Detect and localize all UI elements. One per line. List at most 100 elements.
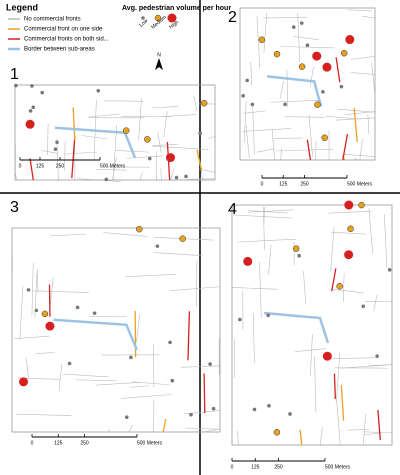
map-layers: 1 0 125 250 500 Meters 2 0 125 250 500 Meters 3 0 12…	[10, 7, 393, 470]
street	[31, 262, 34, 316]
legend-item: Commercial fronts on both sid...	[24, 37, 109, 43]
count-point-medium	[358, 201, 365, 209]
area-outline	[11, 227, 221, 433]
street	[151, 144, 178, 146]
street	[308, 114, 313, 158]
street	[193, 96, 198, 112]
street	[335, 352, 341, 406]
count-point-low	[387, 268, 392, 272]
street	[89, 113, 120, 118]
street	[208, 136, 216, 139]
street	[263, 17, 308, 19]
street	[154, 252, 203, 257]
commercial-street	[335, 57, 341, 83]
street	[157, 132, 162, 153]
street	[383, 214, 388, 268]
north-label: N	[157, 52, 161, 58]
street	[368, 208, 373, 254]
commercial-street	[353, 108, 358, 143]
area-outline	[239, 7, 376, 161]
street	[371, 62, 375, 93]
street	[103, 232, 148, 237]
count-point-low	[321, 90, 325, 94]
street	[247, 209, 294, 213]
count-point-medium	[122, 127, 130, 134]
street	[263, 12, 268, 53]
count-point-low	[241, 93, 245, 98]
street	[336, 405, 341, 446]
street	[271, 129, 275, 161]
street	[161, 114, 197, 118]
street	[125, 273, 176, 278]
street	[309, 66, 314, 88]
street	[64, 140, 66, 171]
scale-label: 500 Meters	[137, 440, 163, 446]
commercial-street	[71, 136, 76, 179]
street	[286, 69, 288, 108]
count-point-high	[344, 250, 354, 260]
street	[96, 382, 140, 386]
street	[128, 425, 133, 433]
street	[187, 178, 216, 180]
street	[126, 155, 164, 159]
scale-label: 250	[274, 464, 283, 470]
street	[279, 81, 284, 99]
count-point-low	[53, 147, 58, 151]
street	[284, 116, 325, 118]
street	[297, 13, 301, 63]
count-point-low	[34, 308, 39, 313]
legend-item: Commercial front on one side	[24, 27, 103, 33]
count-point-low	[129, 355, 133, 360]
count-point-low	[339, 84, 344, 89]
map-panel: 1 0 125 250 500 Meters	[10, 66, 216, 182]
street	[58, 363, 63, 392]
street	[232, 287, 278, 290]
count-point-high	[243, 256, 253, 266]
street	[63, 373, 109, 378]
count-point-low	[40, 90, 44, 95]
street	[185, 427, 219, 430]
street	[25, 357, 29, 379]
street	[328, 210, 372, 214]
count-point-medium	[347, 225, 354, 233]
count-point-medium	[273, 50, 281, 58]
street	[81, 135, 108, 140]
count-point-low	[208, 362, 212, 366]
count-point-low	[92, 311, 97, 315]
count-point-low	[174, 175, 179, 180]
count-point-medium	[321, 134, 328, 141]
street	[342, 273, 345, 302]
count-point-low	[288, 412, 292, 416]
count-point-low	[283, 102, 287, 107]
map-panel: 4 0 125 250 500 Meters	[228, 200, 393, 470]
street	[330, 226, 335, 272]
count-point-high	[45, 321, 55, 331]
street	[344, 111, 376, 116]
street	[153, 343, 155, 388]
scale-label: 0	[231, 464, 234, 470]
street	[64, 151, 98, 155]
commercial-street	[203, 373, 206, 413]
street	[130, 385, 149, 388]
commercial-street	[187, 311, 191, 361]
street	[363, 431, 393, 434]
count-point-low	[211, 406, 216, 411]
commercial-street	[377, 410, 381, 441]
street	[120, 394, 172, 399]
street	[152, 145, 209, 150]
street	[350, 56, 376, 60]
count-point-low	[305, 43, 310, 48]
count-point-medium	[144, 136, 151, 143]
count-point-low	[267, 403, 271, 408]
commercial-street	[340, 385, 345, 421]
street	[314, 355, 317, 413]
area-outline	[231, 204, 393, 446]
street	[33, 290, 89, 293]
scale-label: 500 Meters	[347, 181, 373, 187]
scale-label: 0	[261, 181, 264, 187]
count-point-high	[322, 351, 332, 361]
street	[170, 286, 220, 291]
street	[262, 206, 265, 250]
count-point-low	[184, 174, 188, 179]
street	[245, 124, 250, 158]
